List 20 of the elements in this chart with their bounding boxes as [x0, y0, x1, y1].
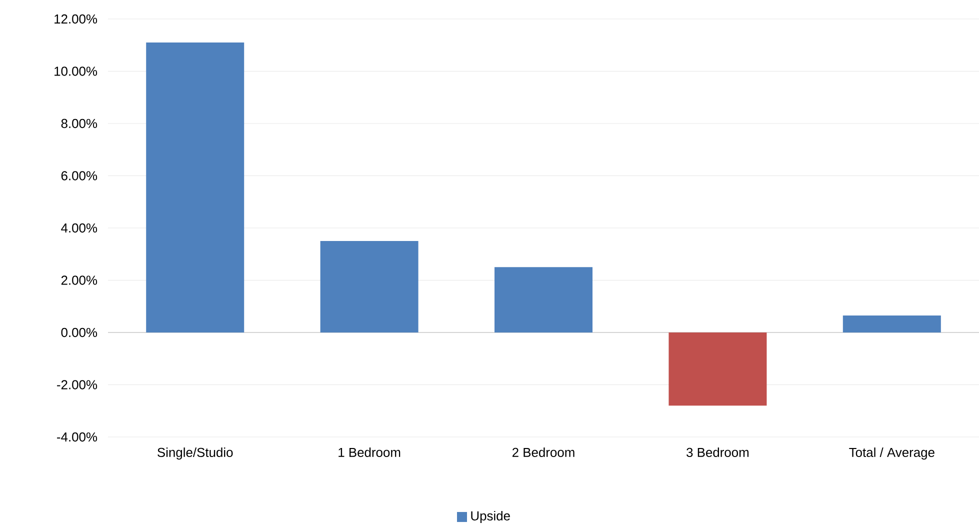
x-tick-label: Single/Studio [158, 447, 233, 460]
y-tick-label: 4.00% [61, 223, 98, 233]
x-tick-label: 2 Bedroom [512, 447, 574, 458]
y-tick-label: 0.00% [61, 328, 98, 338]
legend-label: Upside [471, 510, 510, 524]
y-tick-label: 2.00% [61, 276, 98, 285]
bar [494, 267, 593, 332]
x-tick-label: 1 Bedroom [338, 447, 400, 458]
x-tick-label: 3 Bedroom [686, 447, 749, 458]
y-tick-label: -4.00% [57, 432, 98, 442]
bar [320, 241, 418, 332]
bar [842, 316, 941, 332]
bar [146, 42, 244, 332]
y-tick-label: 12.00% [54, 14, 98, 24]
y-tick-label: -2.00% [57, 380, 98, 390]
x-tick-label: Total / Average [849, 447, 934, 460]
y-tick-label: 6.00% [61, 171, 98, 180]
y-tick-label: 10.00% [54, 66, 98, 76]
bar [668, 332, 767, 406]
y-tick-label: 8.00% [61, 118, 98, 128]
